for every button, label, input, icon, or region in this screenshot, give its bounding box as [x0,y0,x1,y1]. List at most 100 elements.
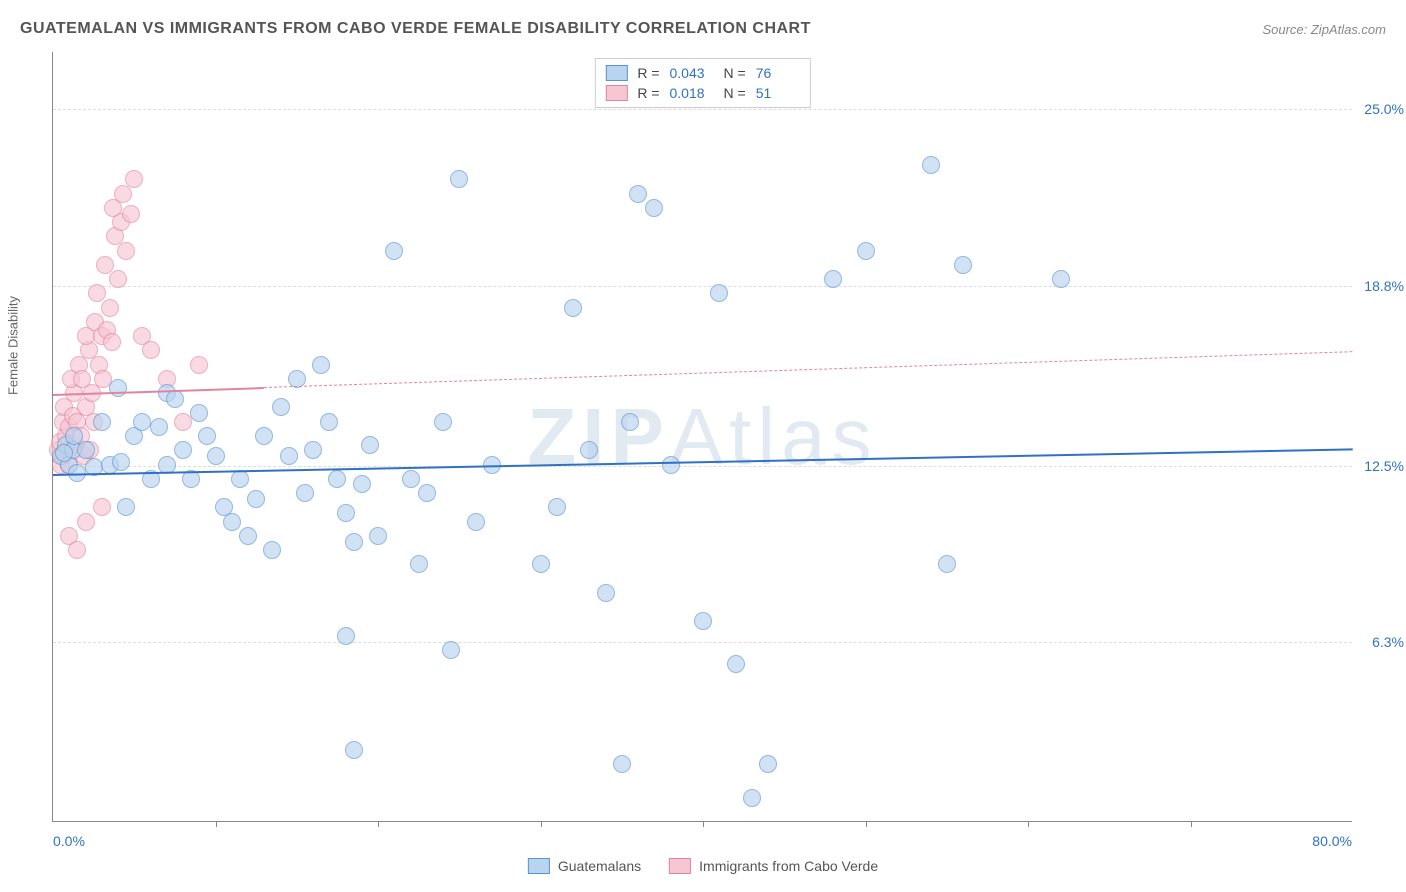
x-tick [541,821,542,827]
point-series-b [190,356,208,374]
point-series-b [125,170,143,188]
point-series-a [938,555,956,573]
swatch-a-icon [528,858,550,874]
point-series-b [117,242,135,260]
legend-item-b: Immigrants from Cabo Verde [669,858,878,874]
point-series-a [645,199,663,217]
point-series-a [564,299,582,317]
point-series-a [597,584,615,602]
trendline-a [53,448,1353,476]
point-series-a [231,470,249,488]
point-series-a [296,484,314,502]
point-series-a [77,441,95,459]
point-series-a [166,390,184,408]
point-series-a [857,242,875,260]
point-series-a [337,627,355,645]
point-series-a [418,484,436,502]
legend-row-a: R = 0.043 N = 76 [605,63,799,83]
point-series-a [743,789,761,807]
x-tick [1191,821,1192,827]
gridline [53,642,1352,643]
gridline [53,286,1352,287]
point-series-b [142,341,160,359]
swatch-b-icon [669,858,691,874]
point-series-a [824,270,842,288]
watermark: ZIPAtlas [527,391,877,483]
point-series-a [320,413,338,431]
legend-item-a: Guatemalans [528,858,641,874]
point-series-b [68,541,86,559]
point-series-a [255,427,273,445]
x-tick [216,821,217,827]
point-series-a [369,527,387,545]
point-series-a [247,490,265,508]
point-series-a [548,498,566,516]
point-series-a [954,256,972,274]
point-series-a [223,513,241,531]
chart-source: Source: ZipAtlas.com [1262,22,1386,37]
x-tick [378,821,379,827]
point-series-a [174,441,192,459]
point-series-a [263,541,281,559]
x-max-label: 80.0% [1312,833,1352,849]
point-series-a [467,513,485,531]
r-value-b: 0.018 [670,85,714,101]
legend-label-a: Guatemalans [558,858,641,874]
point-series-a [272,398,290,416]
point-series-b [96,256,114,274]
point-series-a [710,284,728,302]
point-series-a [385,242,403,260]
gridline [53,109,1352,110]
point-series-a [361,436,379,454]
point-series-a [280,447,298,465]
point-series-a [207,447,225,465]
point-series-a [694,612,712,630]
chart-header: GUATEMALAN VS IMMIGRANTS FROM CABO VERDE… [20,20,1386,38]
y-tick-label: 18.8% [1356,278,1404,294]
legend-label-b: Immigrants from Cabo Verde [699,858,878,874]
x-tick [866,821,867,827]
point-series-a [1052,270,1070,288]
point-series-a [621,413,639,431]
swatch-series-a [605,65,627,81]
point-series-a [150,418,168,436]
y-tick-label: 6.3% [1356,634,1404,650]
point-series-a [198,427,216,445]
gridline [53,466,1352,467]
point-series-a [442,641,460,659]
point-series-a [662,456,680,474]
n-value-b: 51 [756,85,800,101]
point-series-a [55,444,73,462]
x-tick [1028,821,1029,827]
point-series-a [759,755,777,773]
point-series-a [613,755,631,773]
point-series-b [174,413,192,431]
point-series-a [410,555,428,573]
chart-title: GUATEMALAN VS IMMIGRANTS FROM CABO VERDE… [20,20,811,38]
point-series-a [337,504,355,522]
point-series-a [345,741,363,759]
legend-row-b: R = 0.018 N = 51 [605,83,799,103]
scatter-chart: ZIPAtlas Female Disability R = 0.043 N =… [52,52,1352,822]
point-series-a [93,413,111,431]
point-series-a [629,185,647,203]
point-series-b [109,270,127,288]
point-series-b [93,498,111,516]
point-series-a [112,453,130,471]
y-tick-label: 12.5% [1356,458,1404,474]
point-series-a [117,498,135,516]
point-series-a [727,655,745,673]
point-series-a [450,170,468,188]
swatch-series-b [605,85,627,101]
trendline-b-dash [264,351,1353,388]
point-series-a [345,533,363,551]
point-series-a [402,470,420,488]
y-tick-label: 25.0% [1356,101,1404,117]
point-series-a [304,441,322,459]
r-value-a: 0.043 [670,65,714,81]
point-series-b [122,205,140,223]
point-series-b [77,513,95,531]
x-min-label: 0.0% [53,833,85,849]
y-axis-label: Female Disability [6,296,21,395]
point-series-a [922,156,940,174]
